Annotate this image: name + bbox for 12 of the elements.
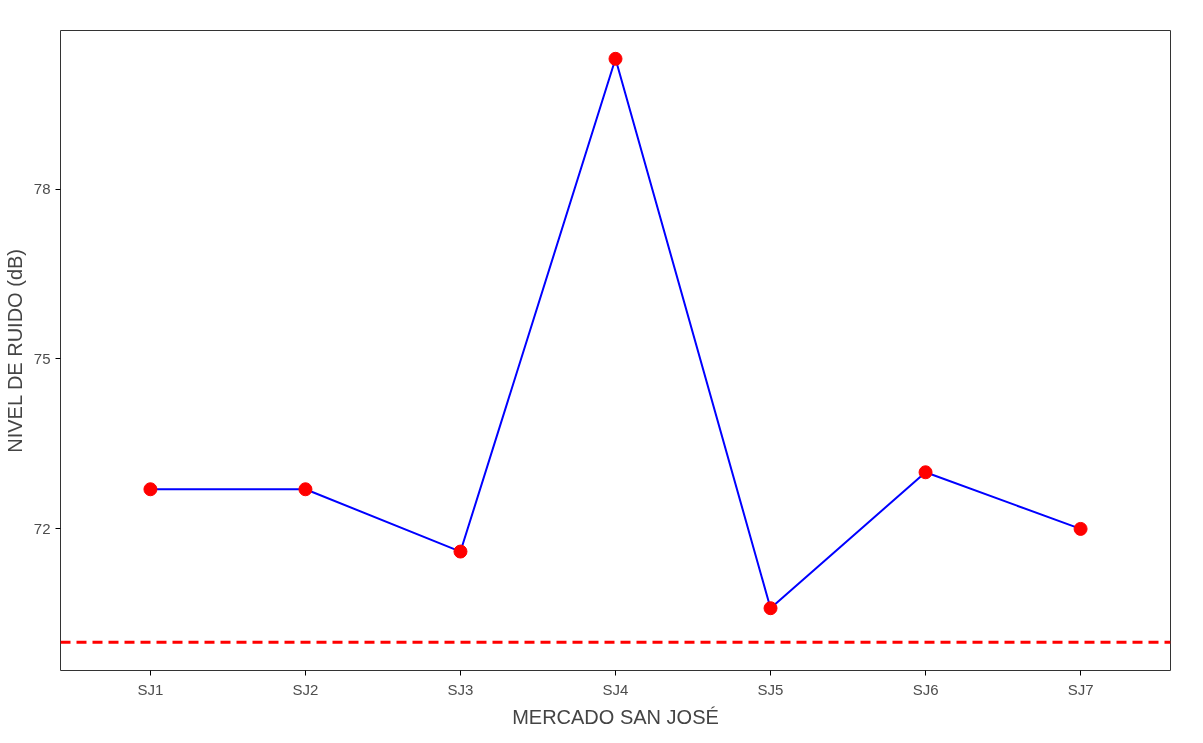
x-tick-label: SJ7 bbox=[1067, 680, 1094, 698]
x-axis-title: MERCADO SAN JOSÉ bbox=[512, 705, 719, 728]
x-tick-label: SJ1 bbox=[137, 680, 164, 698]
y-tick-label: 72 bbox=[33, 519, 51, 537]
x-tick-label: SJ2 bbox=[292, 680, 319, 698]
x-tick-label: SJ3 bbox=[447, 680, 474, 698]
x-tick-label: SJ4 bbox=[602, 680, 629, 698]
y-axis-title: NIVEL DE RUIDO (dB) bbox=[3, 248, 26, 453]
x-tick-label: SJ5 bbox=[757, 680, 784, 698]
y-tick-label: 75 bbox=[33, 350, 51, 367]
y-tick-label: 78 bbox=[33, 180, 51, 198]
x-tick-label: SJ6 bbox=[912, 680, 939, 698]
